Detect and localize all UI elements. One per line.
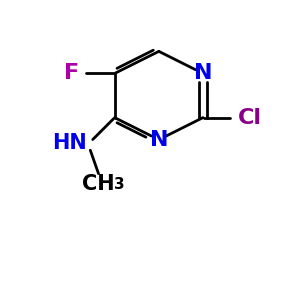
Text: F: F	[64, 63, 79, 83]
Text: N: N	[194, 63, 212, 83]
Text: HN: HN	[52, 133, 87, 153]
Text: N: N	[150, 130, 168, 150]
Text: CH: CH	[82, 174, 115, 194]
Text: Cl: Cl	[238, 108, 262, 127]
Text: 3: 3	[114, 177, 124, 192]
